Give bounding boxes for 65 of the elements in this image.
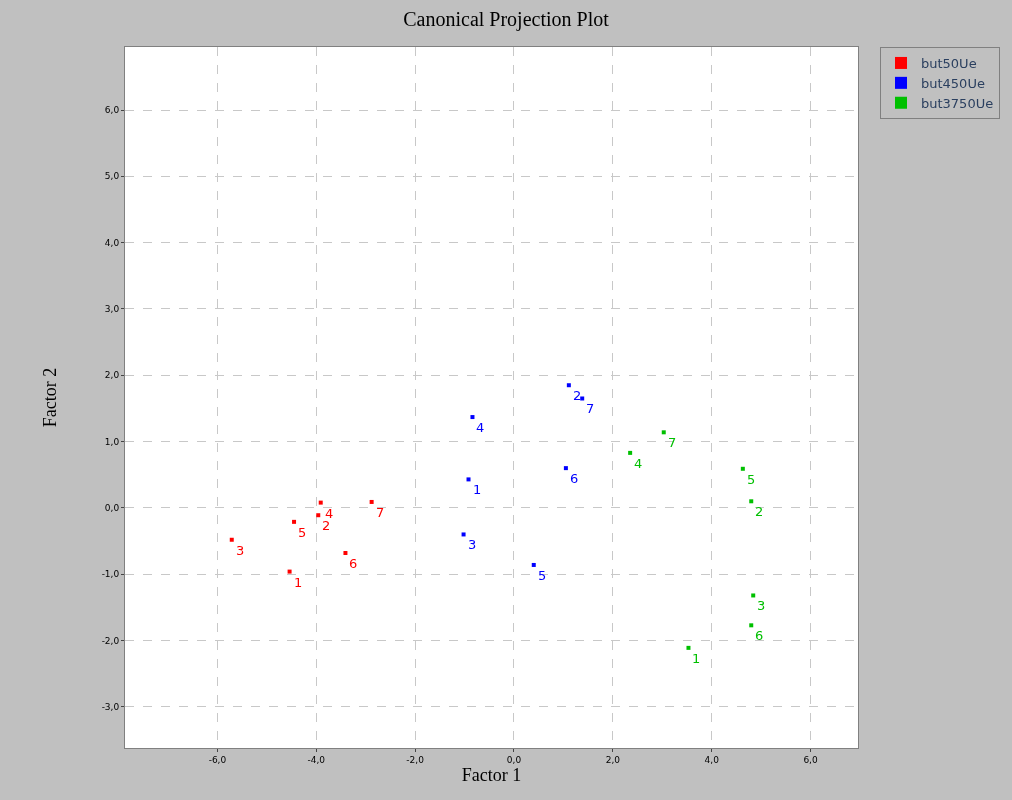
point [749,623,754,628]
x-tick-label: 2,0 [605,754,621,765]
point [466,477,471,482]
annotation: 4 [325,506,334,521]
point [470,415,475,420]
x-tick-label: -6,0 [208,754,227,765]
point [316,513,321,518]
chart-title: Canonical Projection Plot [403,8,610,31]
annotation: 6 [755,628,764,643]
legend-label: but50Ue [920,56,977,72]
annotation: 6 [349,556,358,571]
annotation: 4 [634,456,643,471]
y-tick-label: 6,0 [104,105,120,116]
annotation: 3 [236,543,245,558]
y-tick-label: 3,0 [104,304,120,315]
y-tick-label: 1,0 [104,436,120,447]
point [661,430,666,435]
annotation: 2 [755,504,764,519]
point [318,500,323,505]
x-axis-title: Factor 1 [461,764,522,785]
y-axis-title: Factor 2 [39,367,60,428]
annotation: 1 [692,651,701,666]
y-tick-label: 5,0 [104,171,120,182]
point [740,466,745,471]
point [229,537,234,542]
annotation: 5 [747,472,756,487]
annotation: 1 [294,575,303,590]
point [749,499,754,504]
point [751,593,756,598]
annotation: 7 [586,401,595,416]
y-tick-label: 0,0 [104,503,120,514]
annotation: 7 [376,505,385,520]
point [461,532,466,537]
point [566,383,571,388]
annotation: 3 [468,537,477,552]
annotation: 4 [476,420,485,435]
annotation: 2 [573,388,582,403]
annotation: 2 [322,518,331,533]
annotation: 6 [570,471,579,486]
annotation: 1 [473,482,482,497]
y-tick-label: 2,0 [104,370,120,381]
point [686,645,691,650]
legend-label: but450Ue [920,75,985,91]
point [343,551,348,556]
x-tick-label: 0,0 [506,754,522,765]
point [369,499,374,504]
y-tick-label: 4,0 [104,237,120,248]
annotation: 5 [298,525,307,540]
point [287,569,292,574]
y-tick-label: -3,0 [101,702,120,713]
x-tick-label: -2,0 [406,754,425,765]
x-tick-label: -4,0 [307,754,326,765]
point [531,562,536,567]
point [580,396,585,401]
annotation: 5 [538,568,547,583]
annotation: 3 [757,598,766,613]
annotation: 7 [668,435,677,450]
x-tick-label: 4,0 [704,754,720,765]
y-tick-label: -2,0 [101,635,120,646]
legend-label: but3750Ue [920,95,994,111]
point [563,466,568,471]
x-tick-label: 6,0 [803,754,818,765]
y-tick-label: -1,0 [101,569,120,580]
point [628,450,633,455]
point [292,519,297,524]
